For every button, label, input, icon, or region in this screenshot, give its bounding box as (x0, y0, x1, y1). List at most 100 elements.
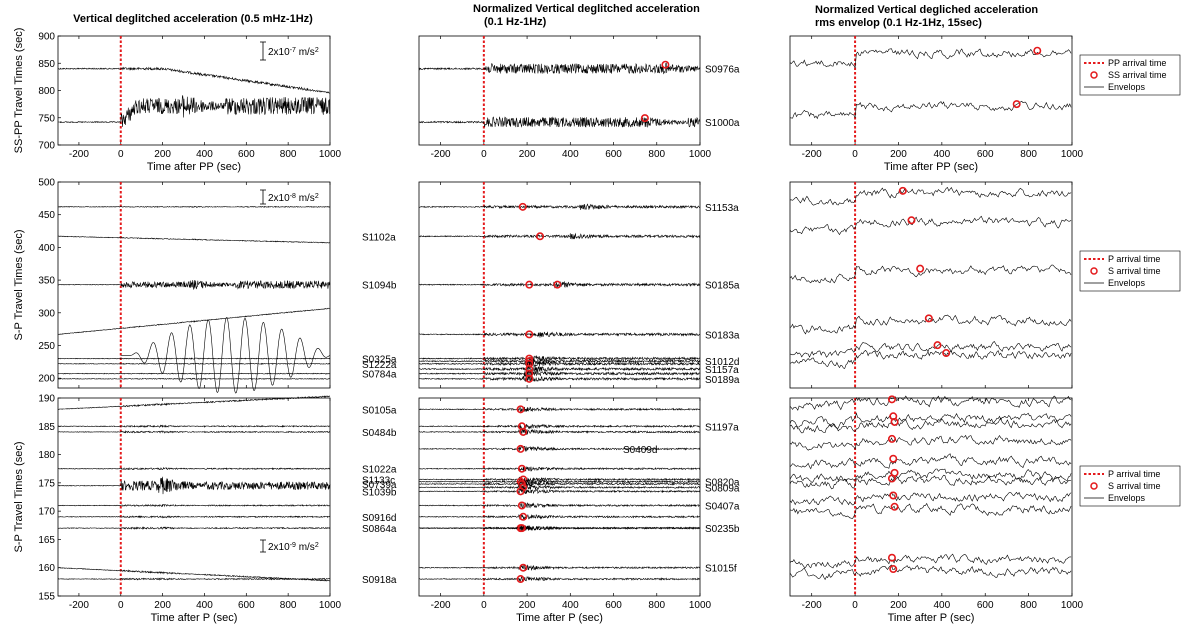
norm-trace (418, 369, 701, 378)
x-tick-label: 400 (196, 600, 213, 611)
scale-bar-label: 2x10-9 m/s2 (268, 542, 319, 554)
norm-trace (419, 331, 701, 338)
raw-trace-ss-2 (57, 95, 331, 127)
norm-trace (418, 466, 701, 472)
arrival-marker (553, 280, 562, 289)
station-label-right: S1157a (705, 365, 739, 376)
station-label-left: S0918a (362, 575, 397, 586)
env-trace (789, 341, 1072, 358)
x-tick-label: 200 (890, 149, 907, 160)
y-tick-label: 165 (38, 535, 55, 546)
station-label-right: S0820a (705, 478, 740, 489)
axes-frame-r3c2 (418, 397, 701, 597)
arrival-marker (525, 359, 534, 368)
x-tick-label: 200 (519, 149, 536, 160)
x-tick-label: 400 (934, 149, 951, 160)
station-label-right: S0809a (705, 483, 740, 494)
legend-line-label: P arrival time (1108, 469, 1160, 479)
env-trace (789, 215, 1072, 236)
arrival-marker (516, 487, 525, 496)
arrival-marker (517, 501, 526, 510)
y-tick-label: 850 (38, 59, 55, 70)
y-axis-label: SS-PP Travel Times (sec) (13, 28, 25, 154)
arrival-marker (519, 512, 528, 521)
arrival-marker (942, 349, 951, 358)
arrival-marker (907, 216, 916, 225)
axes-frame-r1c3 (789, 35, 1073, 146)
legend-marker-label: S arrival time (1108, 481, 1161, 491)
scale-unit-exp: 2 (315, 542, 319, 549)
arrival-marker (525, 280, 534, 289)
x-axis-label: Time after P (sec) (888, 612, 975, 624)
env-trace (789, 434, 1072, 451)
x-tick-label: 1000 (689, 149, 712, 160)
env-trace (789, 100, 1072, 120)
arrival-marker (889, 491, 898, 500)
x-tick-label: 200 (154, 600, 171, 611)
norm-trace (418, 232, 701, 240)
station-label-left: S1133c (362, 475, 395, 486)
y-tick-label: 160 (38, 563, 55, 574)
x-tick-label: 800 (280, 600, 297, 611)
x-tick-label: 1000 (319, 149, 342, 160)
station-label-left: S0484b (362, 428, 397, 439)
panels: -200 0 200 400 600 800 1000 -200 0 200 400 600 800 10… (13, 28, 1181, 624)
norm-trace (418, 365, 701, 373)
norm-trace (418, 428, 701, 436)
arrival-marker (924, 314, 933, 323)
arrival-marker (887, 474, 896, 483)
arrival-marker (889, 454, 898, 463)
y-tick-label: 500 (38, 178, 55, 189)
x-tick-label: 800 (1020, 600, 1037, 611)
scale-bar: 2x10-8 m/s2 (260, 189, 319, 205)
arrival-marker (640, 114, 649, 123)
norm-trace (418, 483, 701, 491)
x-tick-label: 200 (519, 600, 536, 611)
x-tick-label: 1000 (319, 600, 342, 611)
x-tick-label: -200 (69, 149, 89, 160)
x-tick-label: 0 (852, 149, 858, 160)
raw-trace (57, 357, 331, 360)
station-label-right: S0183a (705, 330, 740, 341)
y-tick-label: 450 (38, 210, 55, 221)
x-axis-label: Time after PP (sec) (147, 161, 241, 173)
legend-env-label: Envelops (1108, 82, 1146, 92)
norm-trace (418, 203, 701, 211)
raw-trace (57, 503, 331, 508)
arrival-marker (933, 341, 942, 350)
scale-unit-exp: 2 (315, 193, 319, 200)
station-label-left: S1022a (362, 465, 397, 476)
x-tick-label: -200 (431, 600, 451, 611)
station-label-right: S0407a (705, 501, 740, 512)
legend-marker-label: SS arrival time (1108, 70, 1167, 80)
station-label-right: S1015f (705, 564, 737, 575)
x-tick-label: 600 (238, 149, 255, 160)
scale-exp: -9 (290, 542, 296, 549)
axes-frame-r2c3 (789, 181, 1073, 389)
env-trace (789, 48, 1072, 69)
x-tick-label: -200 (802, 149, 822, 160)
legend-env-label: Envelops (1108, 278, 1146, 288)
x-axis-label: Time after P (sec) (516, 612, 603, 624)
y-tick-label: 900 (38, 32, 55, 43)
raw-trace (58, 430, 331, 434)
scale-unit: m/s (296, 47, 315, 58)
env-trace (789, 314, 1072, 335)
y-tick-label: 180 (38, 450, 55, 461)
station-label-right: S0409d (623, 445, 657, 456)
raw-trace (57, 577, 331, 581)
raw-trace (57, 235, 331, 244)
title-col2-line2: (0.1 Hz-1Hz) (484, 16, 547, 28)
env-trace (789, 187, 1072, 206)
y-tick-label: 750 (38, 113, 55, 124)
station-label-right: S0185a (705, 281, 740, 292)
x-tick-label: 0 (481, 600, 487, 611)
env-trace (789, 502, 1072, 519)
x-tick-label: 400 (934, 600, 951, 611)
scale-exp: -8 (290, 193, 296, 200)
x-tick-label: -200 (69, 600, 89, 611)
arrival-marker (519, 563, 528, 572)
x-tick-label: 400 (562, 600, 579, 611)
title-col1: Vertical deglitched acceleration (0.5 mH… (73, 13, 313, 25)
env-trace (789, 264, 1072, 284)
